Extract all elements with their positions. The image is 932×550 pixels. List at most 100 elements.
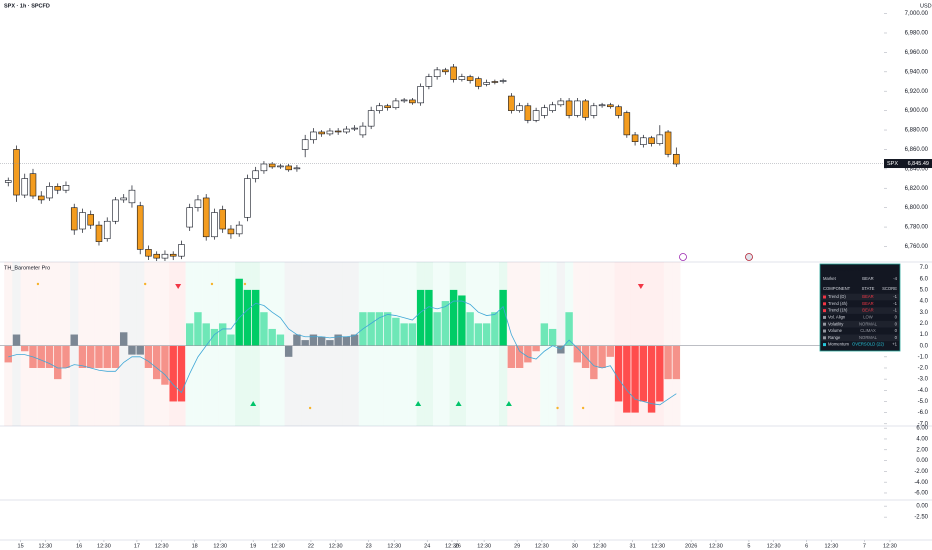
bar [70,334,78,346]
component-state: NORMAL [859,321,878,326]
component-score: 0 [895,328,898,333]
bar [284,345,293,357]
candle-body [112,199,119,222]
bar [12,334,21,346]
x-tick-label: 12:30 [155,543,169,549]
candle-body [268,163,276,168]
candle-body [590,105,598,116]
column-header: SCORE [882,286,897,291]
bar [606,345,615,357]
bar [111,345,120,368]
component-name: Volume [828,328,843,333]
x-tick-label: 12:30 [593,543,607,549]
x-tick-label: 12:30 [651,543,665,549]
candle-body [475,78,482,87]
x-tick-label: 12:30 [97,543,111,549]
component-name: Trend (1h) [828,308,848,313]
background-tint [581,262,590,426]
candle-body [13,149,20,196]
panel-row-bg [821,320,899,328]
component-score: -1 [893,308,897,313]
bar [78,345,87,368]
signal-dot [143,282,147,286]
component-state: BEAR [862,308,873,313]
bar [177,345,186,402]
y-tick-label: 6,920.00 [905,89,929,95]
column-header: COMPONENT [823,286,851,291]
price-pane [0,64,884,262]
candle-body [392,100,400,109]
candle-body [450,66,457,80]
x-tick-label: 12:30 [477,543,491,549]
y-tick-label: 4.00 [916,437,928,443]
bar [573,345,582,363]
background-tint [589,262,598,426]
component-score: -1 [893,301,897,306]
x-tick-label: 24 [424,543,430,549]
bar [342,336,351,346]
last-price-box [884,159,932,169]
y-tick-label: -2.00 [914,469,928,475]
background-tint [597,262,607,426]
panel-title: BAROMETER [830,267,865,273]
symbol-legend[interactable]: SPX · 1h · SPCFD [4,3,50,9]
bar [466,312,474,346]
background-tint [136,262,145,426]
background-tint [127,262,137,426]
bar [540,323,549,346]
bar [21,345,29,352]
bar [672,345,681,380]
signal-dot [210,282,214,286]
candle-body [128,189,136,204]
candle-body [631,134,639,142]
x-tick-label: 12:30 [271,543,285,549]
bar [408,323,417,346]
x-tick-label: 5 [747,543,750,549]
candle-body [301,139,309,150]
bar [243,289,252,346]
bar [433,312,441,346]
candle-body [615,106,622,116]
background-tint [556,262,565,426]
row-icon [823,295,826,299]
row-icon [823,336,826,340]
panel-row-bg [821,293,899,301]
background-tint [53,262,62,426]
candle-body [21,178,29,196]
candle-body [252,170,259,179]
bar [375,312,384,346]
background-tint [78,262,87,426]
bar [293,334,301,346]
y-tick-label: 0.0 [920,343,929,349]
background-tint [45,262,54,426]
bar [62,345,70,368]
indicator-title[interactable]: TH_Barometer Pro [4,265,50,271]
row-icon [823,302,826,306]
candle-body [46,186,53,199]
bar [309,334,318,346]
candle-body [62,185,70,191]
component-name: Momentum [828,342,849,347]
y-tick-label: -4.00 [914,480,928,486]
bar [152,345,161,380]
buy-signal [455,401,462,406]
candle-body [648,137,655,144]
bar [161,345,169,385]
bar [656,345,664,402]
candle-body [524,105,532,121]
market-label: Market [823,276,837,281]
y-tick-label: 3.0 [920,310,929,316]
row-icon [823,309,826,313]
candle-body [277,165,284,168]
earnings-icon[interactable] [679,253,687,261]
bar [639,345,648,402]
sell-signal [637,284,644,289]
candle-body [235,224,243,235]
panel-row-bg [821,307,899,314]
candle-body [169,253,177,257]
holiday-icon[interactable] [745,253,753,261]
candle-body [549,104,556,111]
y-tick-label: 5.0 [920,287,929,293]
candle-body [343,128,350,133]
